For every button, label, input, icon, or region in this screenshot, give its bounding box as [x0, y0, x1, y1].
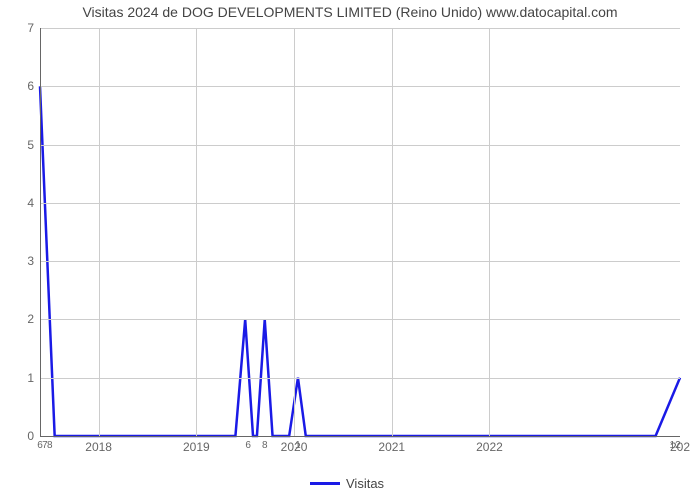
x-tick-label: 2022 [476, 440, 503, 454]
grid-line-x [196, 28, 197, 436]
y-tick-label: 7 [27, 21, 34, 35]
legend-label: Visitas [346, 476, 384, 491]
grid-line-y [40, 319, 680, 320]
y-axis [40, 28, 41, 436]
grid-line-x [392, 28, 393, 436]
grid-line-y [40, 145, 680, 146]
y-tick-label: 3 [27, 254, 34, 268]
grid-line-y [40, 378, 680, 379]
chart-title: Visitas 2024 de DOG DEVELOPMENTS LIMITED… [0, 4, 700, 20]
line-series [40, 28, 680, 436]
plot-area: 012345672018201920202021202220267868112 [40, 28, 680, 436]
x-tick-label: 2019 [183, 440, 210, 454]
grid-line-y [40, 28, 680, 29]
y-tick-label: 2 [27, 312, 34, 326]
x-small-label: 8 [262, 440, 268, 451]
grid-line-x [294, 28, 295, 436]
x-small-label: 8 [47, 440, 53, 451]
y-tick-label: 4 [27, 196, 34, 210]
grid-line-x [99, 28, 100, 436]
x-tick-label: 2020 [281, 440, 308, 454]
x-small-label: 1 [295, 440, 301, 451]
grid-line-y [40, 86, 680, 87]
grid-line-y [40, 203, 680, 204]
y-tick-label: 5 [27, 138, 34, 152]
grid-line-y [40, 261, 680, 262]
x-axis [40, 436, 680, 437]
chart-container: Visitas 2024 de DOG DEVELOPMENTS LIMITED… [0, 0, 700, 500]
y-tick-label: 6 [27, 79, 34, 93]
x-tick-label: 2021 [378, 440, 405, 454]
x-small-label: 12 [670, 440, 681, 451]
x-small-label: 6 [245, 440, 251, 451]
y-tick-label: 0 [27, 429, 34, 443]
legend: Visitas [310, 476, 384, 491]
grid-line-x [489, 28, 490, 436]
x-tick-label: 2018 [85, 440, 112, 454]
y-tick-label: 1 [27, 371, 34, 385]
legend-swatch [310, 482, 340, 485]
